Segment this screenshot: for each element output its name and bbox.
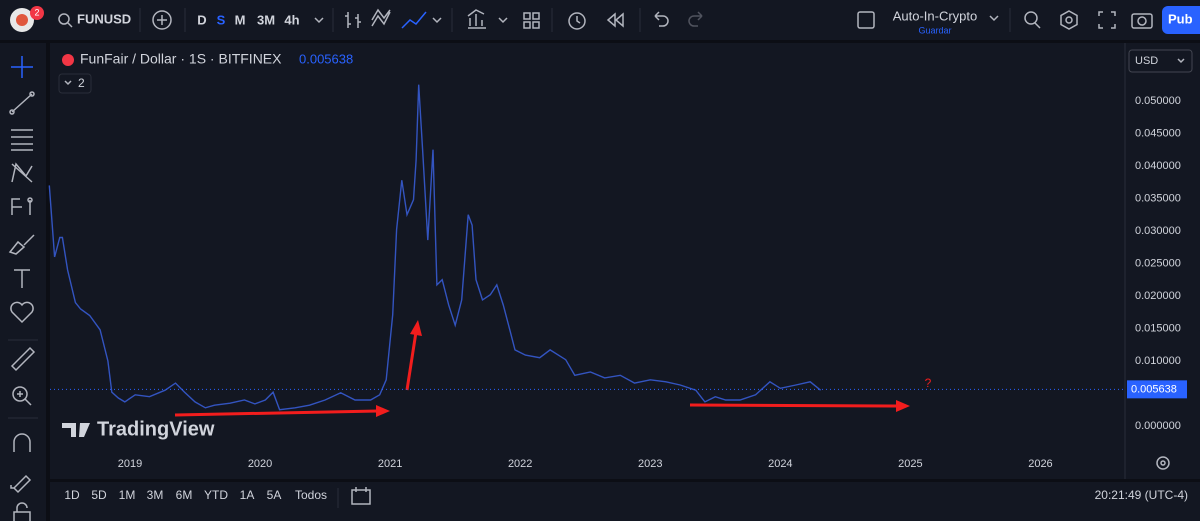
range-button[interactable]: 6M — [176, 488, 193, 502]
tool-patterns[interactable] — [11, 162, 33, 183]
y-tick-label: 0.020000 — [1135, 290, 1181, 302]
tool-icons[interactable] — [10, 301, 34, 324]
tool-trendline[interactable] — [9, 91, 35, 115]
y-tick-label: 0.035000 — [1135, 192, 1181, 204]
price-line — [48, 84, 822, 411]
indicators-menu[interactable] — [498, 17, 508, 24]
undo[interactable] — [654, 11, 669, 27]
replay[interactable] — [606, 12, 624, 28]
tool-text[interactable] — [14, 269, 30, 288]
add-symbol[interactable] — [152, 10, 172, 30]
watermark: TradingView — [62, 418, 215, 440]
symbol-search[interactable]: FUNUSD — [58, 11, 131, 28]
app-logo[interactable]: 2 — [10, 6, 44, 32]
last-price-label: 0.005638 — [1131, 383, 1177, 395]
interval-button[interactable]: M — [235, 12, 246, 27]
tool-lock-drawing[interactable] — [10, 474, 32, 494]
range-button[interactable]: 1A — [240, 488, 255, 502]
y-tick-label: 0.030000 — [1135, 225, 1181, 237]
currency: USD — [1135, 55, 1158, 67]
notification-badge: 2 — [34, 7, 39, 17]
symbol: FUNUSD — [77, 11, 131, 26]
chart-type-line[interactable] — [401, 11, 427, 29]
quick-search[interactable] — [1024, 11, 1041, 29]
layout-name: Auto-In-Crypto — [893, 8, 978, 23]
x-tick-label: 2020 — [248, 458, 272, 470]
tool-forecast[interactable] — [11, 197, 33, 215]
range-group: 1D 5D 1M 3M 6M YTD 1A 5A Todos — [64, 488, 327, 502]
range-button[interactable]: 3M — [147, 488, 164, 502]
x-tick-label: 2023 — [638, 458, 662, 470]
tool-fib[interactable] — [11, 129, 33, 151]
chart-pane — [50, 43, 1200, 479]
x-tick-label: 2026 — [1028, 458, 1052, 470]
chart-type-hlc[interactable] — [371, 8, 391, 27]
interval-group: D S M 3M 4h — [197, 12, 299, 27]
left-toolbar — [0, 43, 46, 521]
x-tick-label: 2022 — [508, 458, 532, 470]
range-button[interactable]: Todos — [295, 488, 327, 502]
interval-button[interactable]: D — [197, 12, 206, 27]
layout-status: Guardar — [918, 25, 951, 35]
tool-lock[interactable] — [13, 502, 31, 521]
range-button[interactable]: YTD — [204, 488, 228, 502]
range-button[interactable]: 1D — [64, 488, 80, 502]
chart-legend: FunFair / Dollar · 1S · BITFINEX 0.00563… — [62, 51, 353, 67]
settings[interactable] — [1060, 10, 1078, 30]
go-to-date[interactable] — [351, 487, 371, 505]
templates[interactable] — [523, 12, 540, 29]
tool-brush[interactable] — [8, 234, 35, 255]
x-tick-label: 2025 — [898, 458, 922, 470]
legend-count: 2 — [78, 76, 85, 90]
publish-label: Pub — [1168, 11, 1193, 26]
range-button[interactable]: 5D — [91, 488, 107, 502]
y-tick-label: 0.050000 — [1135, 95, 1181, 107]
x-tick-label: 2021 — [378, 458, 402, 470]
y-tick-label: 0.000000 — [1135, 420, 1181, 432]
annotation[interactable]: ? — [925, 376, 932, 390]
fullscreen[interactable] — [1098, 11, 1116, 29]
range-button[interactable]: 5A — [267, 488, 282, 502]
x-tick-label: 2024 — [768, 458, 792, 470]
interval-button[interactable]: 3M — [257, 12, 275, 27]
publish-button[interactable]: Pub — [1162, 6, 1200, 34]
watermark-text: TradingView — [97, 418, 215, 440]
y-tick-label: 0.010000 — [1135, 355, 1181, 367]
tool-measure[interactable] — [10, 346, 36, 372]
y-tick-label: 0.040000 — [1135, 160, 1181, 172]
y-tick-label: 0.045000 — [1135, 127, 1181, 139]
axis-settings[interactable] — [1156, 456, 1170, 470]
bottom-bar — [50, 482, 1200, 521]
interval-button[interactable]: 4h — [284, 12, 299, 27]
tool-crosshair[interactable] — [11, 56, 33, 78]
indicators[interactable] — [467, 9, 486, 29]
last-price-label-bg — [1127, 380, 1187, 399]
last-price: 0.005638 — [299, 51, 353, 66]
symbol-icon — [62, 54, 74, 66]
top-toolbar — [0, 0, 1200, 40]
currency-button[interactable]: USD — [1128, 49, 1193, 73]
y-tick-label: 0.015000 — [1135, 322, 1181, 334]
range-button[interactable]: 1M — [119, 488, 136, 502]
legend-toggle[interactable]: 2 — [58, 73, 92, 94]
snapshot[interactable] — [1131, 13, 1153, 29]
y-tick-label: 0.025000 — [1135, 257, 1181, 269]
clock: 20:21:49 (UTC-4) — [1095, 488, 1188, 502]
chart-type-bars[interactable] — [345, 12, 361, 28]
tool-magnet[interactable] — [13, 433, 31, 452]
alert[interactable] — [568, 12, 586, 30]
tool-zoom[interactable] — [12, 386, 32, 406]
layout-menu[interactable]: Auto-In-Crypto Guardar — [857, 8, 999, 35]
chart-type-menu[interactable] — [432, 17, 442, 24]
x-tick-label: 2019 — [118, 458, 142, 470]
chart-title: FunFair / Dollar · 1S · BITFINEX — [80, 51, 282, 67]
redo[interactable] — [688, 11, 703, 27]
interval-button[interactable]: S — [217, 12, 226, 27]
interval-menu[interactable] — [314, 17, 324, 24]
drawings[interactable] — [174, 320, 910, 417]
